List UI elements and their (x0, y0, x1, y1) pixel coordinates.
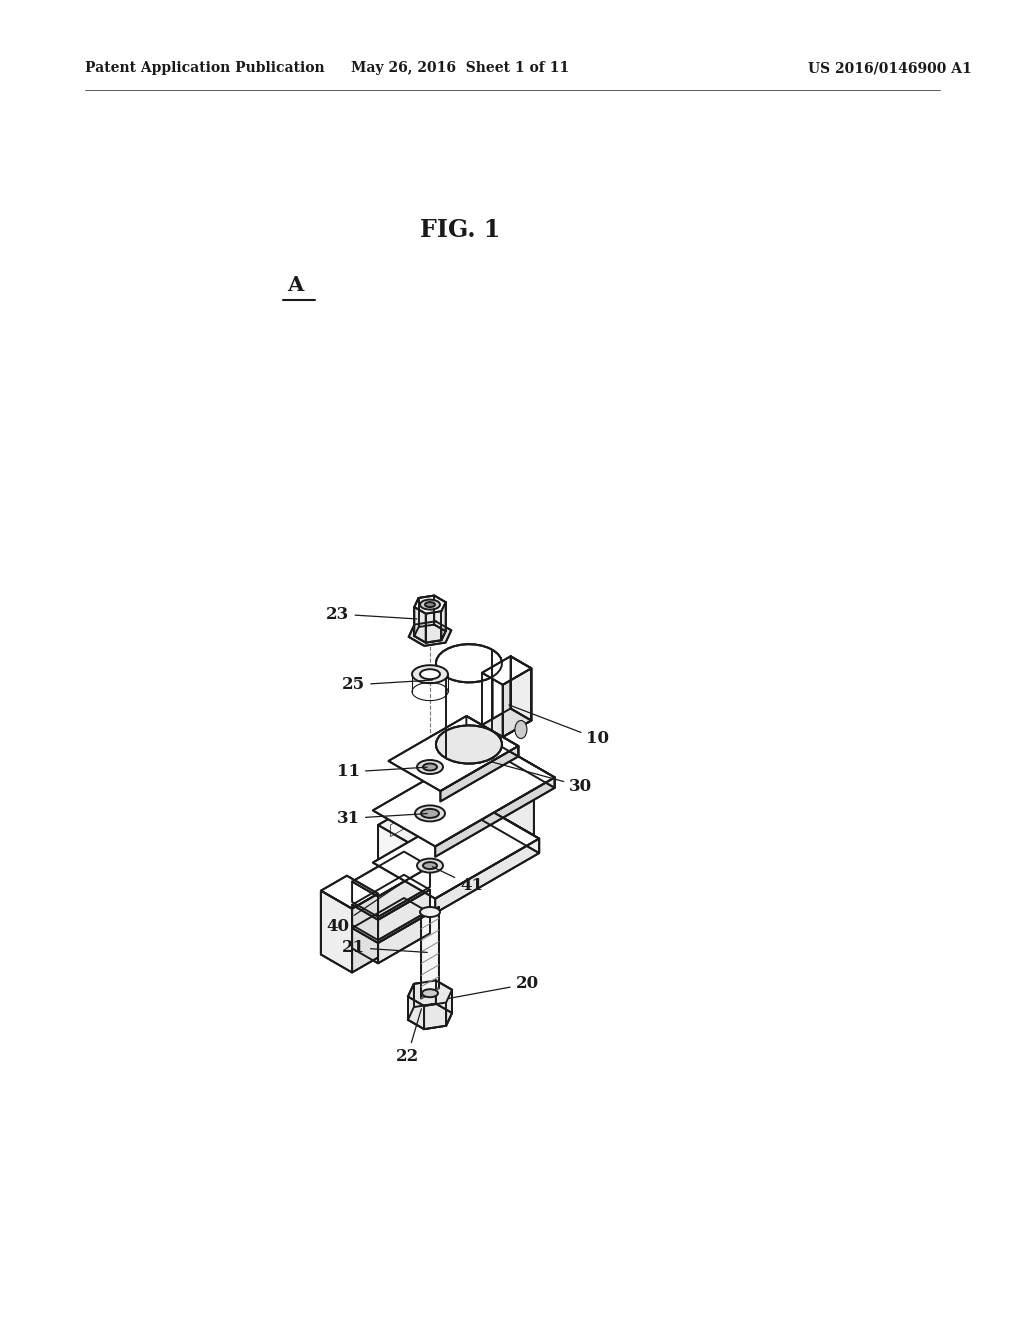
Polygon shape (373, 742, 555, 846)
Polygon shape (446, 990, 452, 1026)
Polygon shape (440, 746, 518, 801)
Polygon shape (352, 928, 378, 964)
Polygon shape (408, 981, 452, 1006)
Polygon shape (408, 1003, 452, 1030)
Polygon shape (436, 726, 502, 763)
Polygon shape (430, 792, 527, 859)
Text: US 2016/0146900 A1: US 2016/0146900 A1 (808, 61, 972, 75)
Ellipse shape (415, 805, 445, 821)
Polygon shape (421, 907, 439, 998)
Ellipse shape (515, 721, 527, 738)
Polygon shape (419, 595, 434, 627)
Text: 11: 11 (337, 763, 427, 780)
Polygon shape (415, 624, 445, 643)
Ellipse shape (420, 599, 440, 610)
Polygon shape (482, 656, 531, 685)
Text: 21: 21 (342, 939, 427, 956)
Polygon shape (435, 777, 555, 857)
Ellipse shape (420, 669, 440, 680)
Polygon shape (378, 766, 482, 866)
Text: 10: 10 (509, 705, 609, 747)
Polygon shape (352, 882, 378, 917)
Ellipse shape (417, 760, 443, 774)
Ellipse shape (422, 989, 438, 997)
Ellipse shape (420, 907, 440, 917)
Polygon shape (426, 611, 441, 643)
Polygon shape (378, 890, 430, 940)
Text: 22: 22 (395, 1008, 422, 1065)
Polygon shape (408, 997, 424, 1030)
Polygon shape (414, 981, 436, 1007)
Polygon shape (352, 875, 430, 920)
Polygon shape (441, 602, 445, 640)
Polygon shape (321, 875, 378, 908)
Polygon shape (435, 838, 539, 913)
Polygon shape (415, 607, 426, 643)
Polygon shape (378, 805, 534, 895)
Text: 23: 23 (327, 606, 417, 623)
Polygon shape (436, 644, 502, 763)
Text: 41: 41 (432, 867, 483, 894)
Text: Patent Application Publication: Patent Application Publication (85, 61, 325, 75)
Polygon shape (477, 803, 539, 853)
Polygon shape (493, 742, 555, 788)
Polygon shape (352, 904, 378, 940)
Polygon shape (378, 867, 430, 917)
Polygon shape (388, 715, 518, 791)
Text: 40: 40 (326, 883, 401, 935)
Polygon shape (378, 913, 430, 964)
Ellipse shape (423, 763, 437, 771)
Polygon shape (390, 768, 488, 837)
Ellipse shape (421, 809, 439, 818)
Polygon shape (436, 981, 452, 1012)
Text: 30: 30 (492, 762, 592, 795)
Polygon shape (436, 644, 502, 682)
Text: May 26, 2016  Sheet 1 of 11: May 26, 2016 Sheet 1 of 11 (351, 61, 569, 75)
Polygon shape (415, 598, 419, 636)
Ellipse shape (423, 862, 437, 869)
Polygon shape (434, 595, 445, 631)
Polygon shape (503, 668, 531, 737)
Polygon shape (415, 595, 445, 614)
Polygon shape (352, 894, 378, 973)
Text: FIG. 1: FIG. 1 (420, 218, 500, 242)
Polygon shape (482, 766, 534, 836)
Polygon shape (378, 825, 430, 895)
Polygon shape (466, 715, 518, 756)
Polygon shape (373, 803, 539, 899)
Polygon shape (408, 983, 414, 1020)
Text: A: A (287, 275, 303, 294)
Polygon shape (352, 851, 430, 896)
Polygon shape (352, 898, 430, 942)
Ellipse shape (417, 858, 443, 873)
Polygon shape (511, 656, 531, 721)
Polygon shape (482, 709, 531, 737)
Polygon shape (409, 622, 452, 645)
Text: 20: 20 (449, 975, 539, 998)
Ellipse shape (425, 602, 435, 607)
Polygon shape (424, 1002, 446, 1030)
Ellipse shape (412, 665, 449, 684)
Text: 31: 31 (337, 810, 427, 826)
Text: 25: 25 (342, 676, 432, 693)
Polygon shape (321, 891, 352, 973)
